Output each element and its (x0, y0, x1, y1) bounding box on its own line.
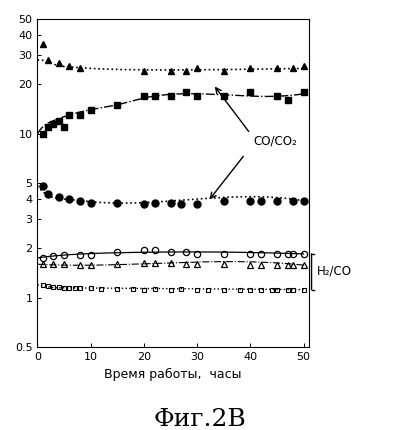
Text: CO/CO₂: CO/CO₂ (253, 135, 297, 147)
Text: H₂/CO: H₂/CO (317, 264, 352, 277)
Text: Фиг.2В: Фиг.2В (154, 408, 246, 430)
X-axis label: Время работы,  часы: Время работы, часы (104, 368, 242, 381)
